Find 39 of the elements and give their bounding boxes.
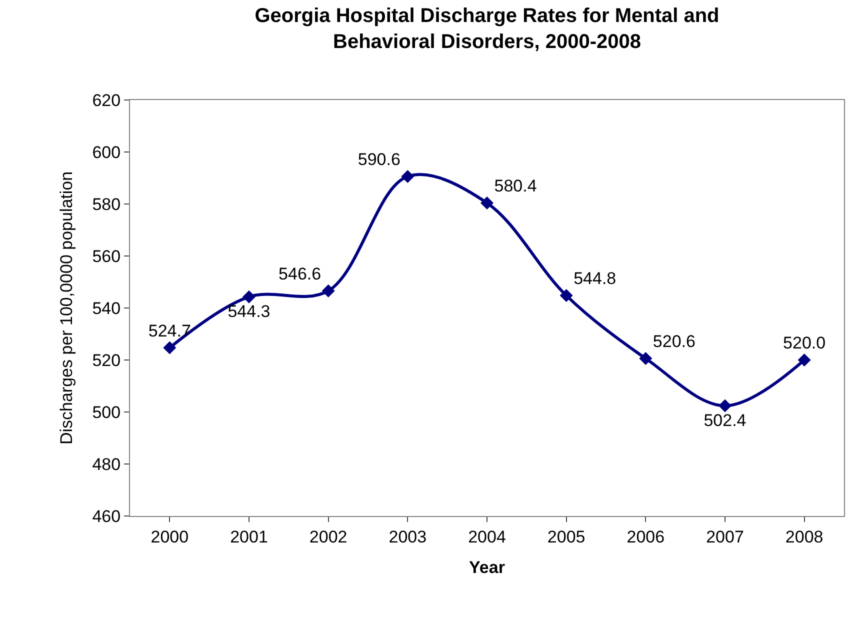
- x-tick-label: 2007: [706, 527, 744, 546]
- x-tick-label: 2000: [150, 527, 189, 546]
- point: [718, 399, 732, 412]
- x-tick-label: 2002: [309, 527, 348, 546]
- point: [480, 196, 494, 210]
- y-tick-label: 540: [92, 298, 121, 318]
- x-tick-label: 2001: [230, 527, 268, 546]
- data-label: 590.6: [358, 150, 400, 169]
- data-label: 502.4: [704, 410, 746, 430]
- data-label: 580.4: [494, 176, 537, 196]
- point: [242, 290, 256, 304]
- x-tick-label: 2008: [785, 527, 824, 546]
- data-label: 546.6: [278, 264, 322, 284]
- point: [322, 284, 335, 298]
- point: [401, 170, 414, 183]
- x-tick-label: 2004: [468, 527, 506, 546]
- x-tick-label: 2006: [626, 527, 665, 546]
- y-tick-label: 460: [92, 506, 121, 526]
- x-tick-label: 2005: [547, 527, 586, 546]
- point: [560, 289, 573, 302]
- y-tick-label: 620: [92, 90, 121, 110]
- y-tick-label: 480: [92, 454, 121, 474]
- y-tick-label: 520: [92, 350, 121, 370]
- x-tick-label: 2003: [388, 527, 427, 546]
- y-tick-label: 580: [92, 194, 121, 214]
- y-tick-label: 600: [92, 142, 121, 162]
- point: [163, 341, 176, 354]
- y-tick-label: 560: [92, 246, 121, 266]
- point: [798, 354, 811, 366]
- y-axis-title: Discharges per 100,0000 population: [56, 171, 76, 445]
- point: [639, 352, 652, 365]
- x-axis-title: Year: [469, 558, 506, 577]
- data-label: 520.0: [783, 334, 826, 352]
- y-tick-label: 500: [92, 402, 121, 422]
- data-label: 524.7: [148, 321, 191, 340]
- data-label: 520.6: [652, 332, 696, 351]
- chart-title: Georgia Hospital Discharge Rates for Mental and Behavioral Disorders, 2000-2008: [254, 4, 720, 53]
- data-label: 544.8: [574, 269, 616, 288]
- data-label: 544.3: [228, 302, 270, 321]
